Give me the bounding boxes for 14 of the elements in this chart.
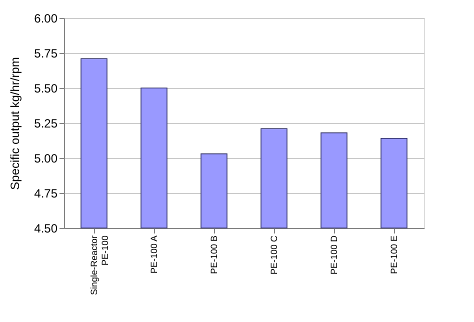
y-tick-label: 6.00 bbox=[34, 12, 58, 26]
x-tick-label: PE-100 D bbox=[329, 235, 339, 275]
x-tick-label: PE-100 A bbox=[149, 236, 159, 274]
x-tick-label: PE-100 E bbox=[389, 236, 399, 274]
x-tick-label: Single-Reactor PE-100 bbox=[89, 236, 110, 296]
y-tick-label: 5.50 bbox=[34, 82, 58, 96]
y-tick-label: 5.25 bbox=[34, 116, 58, 130]
y-tick-label: 5.75 bbox=[34, 46, 58, 60]
x-tick-label: PE-100 B bbox=[209, 236, 219, 274]
x-tick-label: PE-100 C bbox=[269, 235, 279, 275]
y-tick-label: 4.50 bbox=[34, 222, 58, 236]
y-tick-label: 5.00 bbox=[34, 152, 58, 166]
y-axis-title: Specific output kg/hr/rpm bbox=[8, 57, 22, 190]
y-tick-label: 4.75 bbox=[34, 186, 58, 200]
